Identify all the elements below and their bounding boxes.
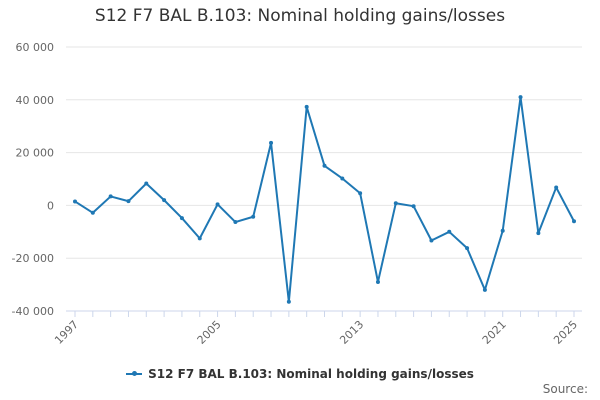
data-point[interactable] <box>251 214 256 219</box>
series-line <box>74 96 575 303</box>
y-tick-label: 40 000 <box>16 94 55 107</box>
source-label: Source: <box>542 382 588 396</box>
legend[interactable]: S12 F7 BAL B.103: Nominal holding gains/… <box>0 364 600 381</box>
data-point[interactable] <box>73 199 77 204</box>
data-point[interactable] <box>358 191 363 196</box>
grid-lines <box>66 46 582 312</box>
x-tick-label: 2025 <box>551 318 580 347</box>
data-point[interactable] <box>233 220 238 225</box>
data-point[interactable] <box>322 163 327 168</box>
legend-swatch-icon <box>126 371 143 376</box>
y-tick-label: -40 000 <box>12 305 54 318</box>
data-point[interactable] <box>286 299 291 304</box>
data-point[interactable] <box>465 246 470 251</box>
data-point[interactable] <box>108 194 113 199</box>
x-tick-label: 1997 <box>52 318 81 347</box>
data-point[interactable] <box>304 104 309 109</box>
data-point[interactable] <box>269 140 274 145</box>
legend-label: S12 F7 BAL B.103: Nominal holding gains/… <box>148 367 474 381</box>
data-point[interactable] <box>500 228 505 233</box>
data-point[interactable] <box>90 210 95 215</box>
data-point[interactable] <box>429 238 434 243</box>
data-point[interactable] <box>518 95 523 100</box>
data-point[interactable] <box>411 204 416 209</box>
y-tick-label: 0 <box>47 199 54 212</box>
data-point[interactable] <box>375 279 380 284</box>
x-axis: 1997 2005 2013 2021 2025 <box>52 310 582 347</box>
x-tick-label: 2021 <box>480 318 509 347</box>
data-point[interactable] <box>572 219 576 224</box>
chart-title: S12 F7 BAL B.103: Nominal holding gains/… <box>94 6 506 26</box>
x-tick-label: 2013 <box>337 318 366 347</box>
data-point[interactable] <box>447 229 452 234</box>
data-point[interactable] <box>482 287 487 292</box>
data-point[interactable] <box>197 236 202 241</box>
y-tick-label: 60 000 <box>16 41 55 54</box>
data-point[interactable] <box>340 176 345 181</box>
data-point[interactable] <box>162 198 167 203</box>
y-axis: 60 000 40 000 20 000 0 -20 000 -40 000 <box>12 41 54 318</box>
data-point[interactable] <box>126 199 131 204</box>
y-tick-label: 20 000 <box>16 147 55 160</box>
data-point[interactable] <box>144 181 149 186</box>
data-point[interactable] <box>179 216 184 221</box>
legend-item[interactable]: S12 F7 BAL B.103: Nominal holding gains/… <box>126 367 474 381</box>
data-point[interactable] <box>215 202 220 207</box>
data-point[interactable] <box>554 185 559 190</box>
series-layer <box>73 95 576 304</box>
x-tick-label: 2005 <box>195 318 224 347</box>
y-tick-label: -20 000 <box>12 252 54 265</box>
data-point[interactable] <box>536 231 541 236</box>
data-point[interactable] <box>393 201 398 206</box>
